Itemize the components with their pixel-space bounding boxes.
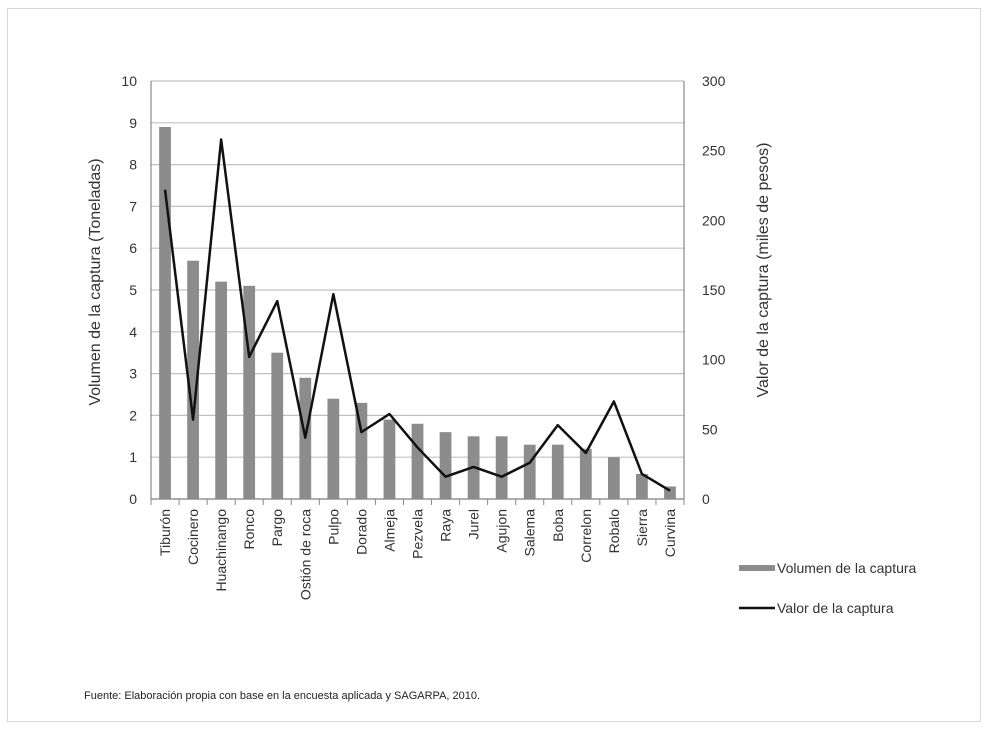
legend-bar-label: Volumen de la captura xyxy=(777,560,917,576)
bar xyxy=(664,486,676,499)
bar xyxy=(523,444,536,499)
bar xyxy=(411,423,424,499)
bar xyxy=(159,126,171,499)
combo-chart: 0 1 2 3 4 5 6 7 8 9 10 0 50 100 150 200 250 300 Tiburón C… xyxy=(87,73,917,616)
x-tick-label: Robalo xyxy=(606,509,622,554)
x-tick-label: Almeja xyxy=(381,509,397,552)
y2-tick-label: 150 xyxy=(702,282,726,298)
x-tick-label: Ronco xyxy=(241,509,257,550)
x-tick-label: Jurel xyxy=(466,509,482,539)
x-tick-label: Pargo xyxy=(269,509,285,547)
bar xyxy=(243,285,256,499)
bar xyxy=(383,419,396,499)
x-tick-label: Pulpo xyxy=(325,509,341,545)
bar xyxy=(187,260,199,499)
x-tick-label: Boba xyxy=(550,509,566,542)
legend-bar-swatch xyxy=(739,565,775,571)
x-tick-label: Agujon xyxy=(494,509,510,553)
y-tick-label: 8 xyxy=(129,157,137,173)
y-tick-label: 3 xyxy=(129,366,137,382)
bar xyxy=(636,473,648,499)
left-axis-ticks: 0 1 2 3 4 5 6 7 8 9 10 xyxy=(121,73,137,507)
axes xyxy=(150,81,685,505)
bar xyxy=(579,448,592,499)
bar xyxy=(215,281,228,499)
y2-tick-label: 250 xyxy=(702,143,726,159)
x-tick-label: Huachinango xyxy=(213,509,229,592)
bar xyxy=(495,436,508,499)
y2-tick-label: 100 xyxy=(702,352,726,368)
y2-tick-label: 300 xyxy=(702,73,726,89)
source-note: Fuente: Elaboración propia con base en l… xyxy=(84,690,481,702)
x-tick-label: Ostión de roca xyxy=(297,509,313,600)
category-labels: Tiburón Cocinero Huachinango Ronco Pargo Osti… xyxy=(157,509,678,600)
y-tick-label: 5 xyxy=(129,282,137,298)
y2-tick-label: 200 xyxy=(702,212,726,228)
x-tick-label: Dorado xyxy=(353,509,369,555)
legend: Volumen de la captura Valor de la captur… xyxy=(739,560,917,616)
y2-tick-label: 0 xyxy=(702,491,710,507)
y2-axis-title: Valor de la captura (miles de pesos) xyxy=(755,143,772,398)
y-tick-label: 9 xyxy=(129,115,137,131)
x-tick-label: Sierra xyxy=(634,509,650,547)
bar xyxy=(439,432,452,499)
y-tick-label: 7 xyxy=(129,198,137,214)
x-tick-label: Correlon xyxy=(578,509,594,563)
bar xyxy=(271,352,284,499)
y-tick-label: 0 xyxy=(129,491,137,507)
legend-line-label: Valor de la captura xyxy=(777,600,894,616)
y-tick-label: 10 xyxy=(121,73,137,89)
line-series xyxy=(163,138,671,492)
y-tick-label: 2 xyxy=(129,407,137,423)
x-tick-label: Raya xyxy=(438,509,454,542)
y-tick-label: 4 xyxy=(129,324,137,340)
bar xyxy=(355,402,368,499)
figure-frame: 0 1 2 3 4 5 6 7 8 9 10 0 50 100 150 200 250 300 Tiburón C… xyxy=(7,8,981,722)
x-tick-label: Tiburón xyxy=(157,509,173,556)
x-tick-label: Pezvela xyxy=(410,509,426,559)
y2-tick-label: 50 xyxy=(702,421,718,437)
bar xyxy=(607,457,620,499)
x-tick-label: Curvina xyxy=(662,509,678,557)
x-tick-label: Cocinero xyxy=(185,509,201,565)
right-axis-ticks: 0 50 100 150 200 250 300 xyxy=(702,73,726,507)
bar xyxy=(551,444,564,499)
y-tick-label: 1 xyxy=(129,449,137,465)
x-tick-label: Salema xyxy=(522,509,538,557)
y-axis-title: Volumen de la captura (Toneladas) xyxy=(87,158,104,405)
bar xyxy=(327,398,340,499)
y-tick-label: 6 xyxy=(129,240,137,256)
bar-series xyxy=(159,126,676,499)
